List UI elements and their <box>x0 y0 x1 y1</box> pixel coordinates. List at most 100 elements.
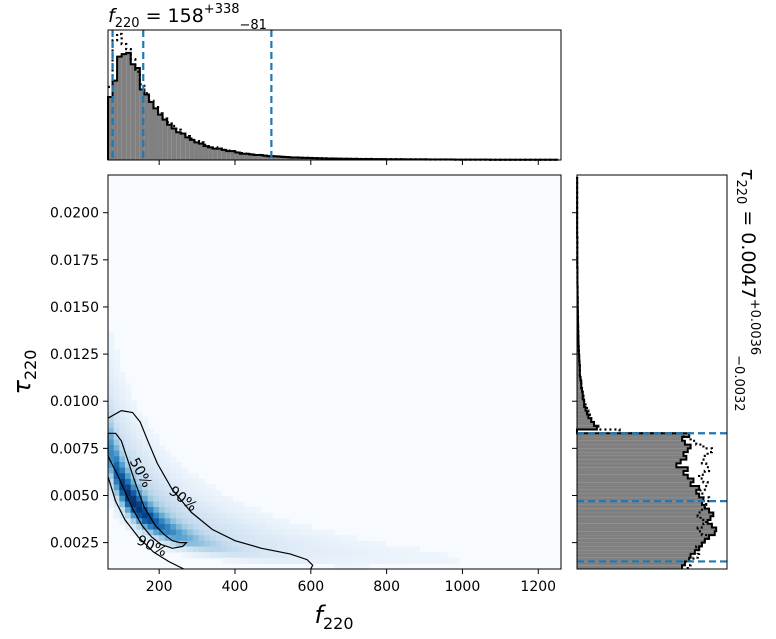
heatmap-cell <box>108 490 115 497</box>
heatmap-cell <box>419 557 426 564</box>
heatmap-cell <box>204 535 211 542</box>
heatmap-cell <box>187 478 194 486</box>
top-hist-bar <box>139 89 145 160</box>
heatmap-cell <box>283 540 290 548</box>
heatmap-cell <box>170 490 177 497</box>
contour-90pct <box>107 409 314 570</box>
top-hist-bar <box>180 133 186 160</box>
heatmap-cell <box>113 478 120 486</box>
heatmap-cell <box>311 546 319 553</box>
right-hist-bar <box>577 448 688 453</box>
heatmap-cell <box>238 557 245 564</box>
heatmap-cell <box>192 529 200 536</box>
x-tick-label: 800 <box>373 579 400 595</box>
heatmap-cell <box>238 540 245 548</box>
heatmap-cell <box>221 523 228 531</box>
right-hist-bar <box>577 437 683 441</box>
heatmap-cell <box>300 557 307 564</box>
heatmap-cell <box>255 557 262 564</box>
right-hist-bar <box>577 531 715 536</box>
heatmap-cell <box>192 473 200 480</box>
heatmap-cell <box>175 507 183 514</box>
heatmap-cell <box>119 445 126 452</box>
heatmap-cell <box>108 338 115 345</box>
heatmap-cell <box>108 462 115 469</box>
heatmap-cell <box>136 422 143 429</box>
heatmap-cell <box>357 563 364 570</box>
heatmap-cell <box>266 557 273 564</box>
heatmap-cell <box>238 512 245 519</box>
heatmap-cell <box>243 552 251 559</box>
heatmap-cell <box>311 540 319 548</box>
top-hist-bar <box>167 124 172 160</box>
heatmap-cell <box>255 535 262 542</box>
right-hist-bar <box>577 395 583 400</box>
y-axis-label-var: τ <box>8 380 36 395</box>
heatmap-cell <box>204 518 211 525</box>
heatmap-cell <box>113 507 120 514</box>
top-hist-bar <box>280 156 286 160</box>
heatmap-cell <box>136 462 143 469</box>
right-hist-bar <box>577 459 681 464</box>
heatmap-cell <box>283 557 290 564</box>
heatmap-cell <box>158 507 166 514</box>
heatmap-cell <box>192 507 200 514</box>
heatmap-cell <box>170 495 177 503</box>
heatmap-cell <box>164 518 171 525</box>
right-hist-bar <box>577 561 685 566</box>
heatmap-cell <box>300 552 307 559</box>
heatmap-cell <box>124 439 132 446</box>
heatmap-cell <box>334 540 341 548</box>
heatmap-cell <box>164 450 171 458</box>
heatmap-cell <box>136 428 143 435</box>
top-title-var: f <box>108 5 118 27</box>
heatmap-cell <box>340 552 347 559</box>
heatmap-cell <box>204 495 211 503</box>
heatmap-cell <box>141 433 149 441</box>
heatmap-cell <box>130 405 137 412</box>
heatmap-cell <box>226 512 234 519</box>
heatmap-cell <box>113 495 120 503</box>
heatmap-cell <box>368 552 375 559</box>
heatmap-cell <box>226 557 234 564</box>
right-hist-bar <box>577 455 687 460</box>
heatmap-cell <box>108 473 115 480</box>
heatmap-cell <box>266 523 273 531</box>
heatmap-cell <box>147 462 154 469</box>
heatmap-cell <box>113 439 120 446</box>
heatmap-cell <box>170 456 177 463</box>
heatmap-cell <box>124 417 132 424</box>
heatmap-cell <box>119 400 126 407</box>
heatmap-cell <box>147 512 154 519</box>
right-hist-bar <box>577 410 587 415</box>
heatmap-cell <box>243 546 251 553</box>
top-title-minus: −81 <box>240 18 267 33</box>
heatmap-cell <box>108 372 115 379</box>
heatmap-cell <box>113 372 120 379</box>
right-title-plus: +0.0036 <box>747 299 762 355</box>
heatmap-cell <box>136 501 143 508</box>
heatmap-cell <box>198 478 205 486</box>
heatmap-cell <box>147 523 154 531</box>
heatmap-cell <box>141 439 149 446</box>
heatmap-cell <box>221 557 228 564</box>
heatmap-cell <box>113 428 120 435</box>
heatmap-cell <box>283 552 290 559</box>
heatmap-cell <box>119 417 126 424</box>
heatmap-cell <box>119 490 126 497</box>
heatmap-cell <box>141 490 149 497</box>
heatmap-cell <box>345 557 353 564</box>
heatmap-cell <box>311 557 319 564</box>
heatmap-cell <box>226 529 234 536</box>
heatmap-cell <box>119 462 126 469</box>
heatmap-cell <box>119 422 126 429</box>
heatmap-cell <box>238 507 245 514</box>
heatmap-cell <box>187 484 194 491</box>
x-axis-label: f220 <box>315 601 354 633</box>
heatmap-cell <box>334 552 341 559</box>
heatmap-cell <box>232 552 239 559</box>
right-hist-bar <box>577 361 580 366</box>
heatmap-cell <box>260 546 268 553</box>
heatmap-cell <box>345 540 353 548</box>
heatmap-cell <box>255 507 262 514</box>
